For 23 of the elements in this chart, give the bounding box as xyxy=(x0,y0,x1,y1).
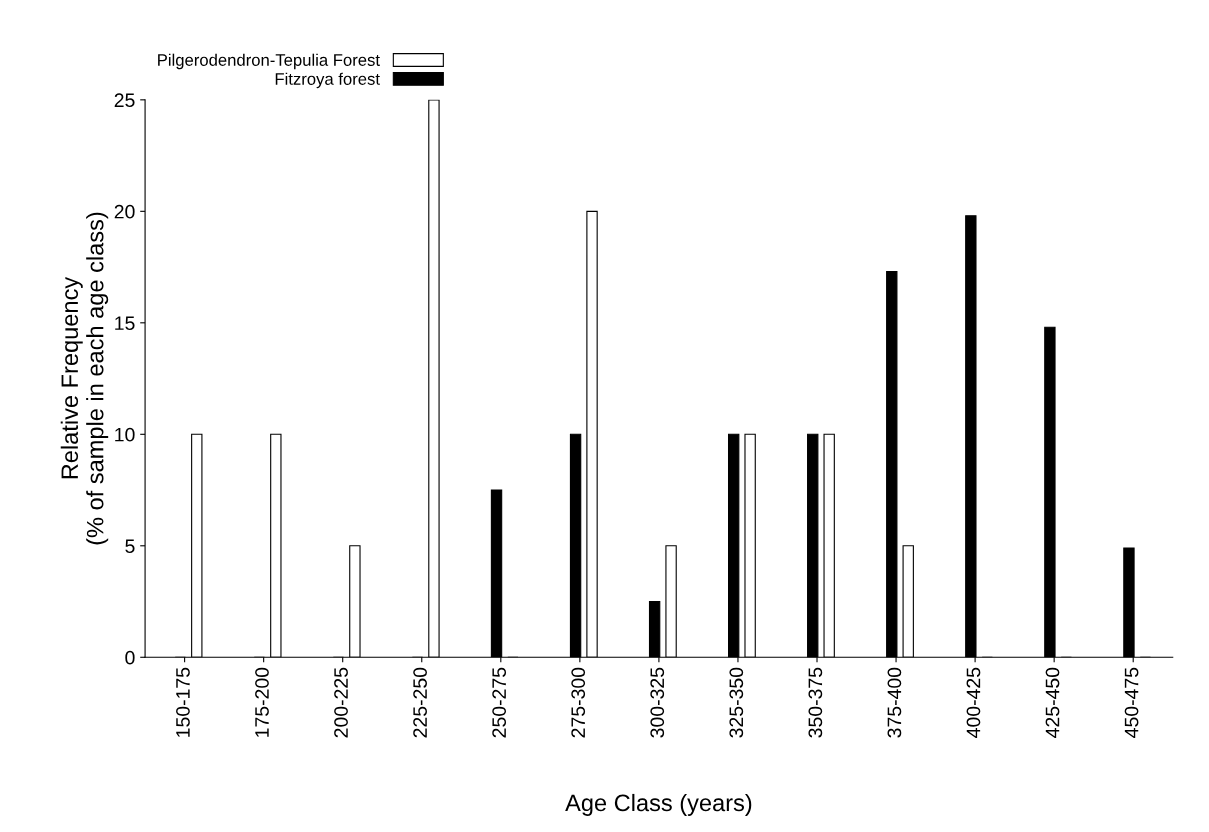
y-tick-label: 0 xyxy=(125,650,135,665)
x-tick-label: 350-375 xyxy=(808,667,823,738)
x-tick-label: 250-275 xyxy=(492,667,507,738)
x-tick-label: 450-475 xyxy=(1124,667,1139,738)
x-tick-label: 425-450 xyxy=(1045,667,1060,738)
x-tick-label: 275-300 xyxy=(571,667,586,738)
y-tick-label: 25 xyxy=(114,93,135,108)
x-tick-label: 325-350 xyxy=(729,667,744,738)
x-tick-label: 225-250 xyxy=(413,667,427,738)
x-tick-label: 400-425 xyxy=(966,667,981,738)
x-tick-label: 150-175 xyxy=(176,667,190,737)
legend-label: Pilgerodendron-Tepulia Forest xyxy=(158,53,380,70)
y-tick-label: 5 xyxy=(125,539,135,554)
x-tick-label: 200-225 xyxy=(334,667,348,738)
y-tick-label: 15 xyxy=(115,316,135,331)
y-axis-title: Relative Frequency (% of sample in each age class) xyxy=(60,212,109,545)
y-tick-label: 10 xyxy=(115,427,135,442)
y-tick-label: 20 xyxy=(114,204,135,219)
x-tick-label: 175-200 xyxy=(255,667,269,737)
legend-label: Fitzroya forest xyxy=(275,72,380,89)
x-tick-label: 300-325 xyxy=(650,667,665,738)
x-axis-title: Age Class (years) xyxy=(565,793,752,816)
x-tick-label: 375-400 xyxy=(887,667,902,738)
